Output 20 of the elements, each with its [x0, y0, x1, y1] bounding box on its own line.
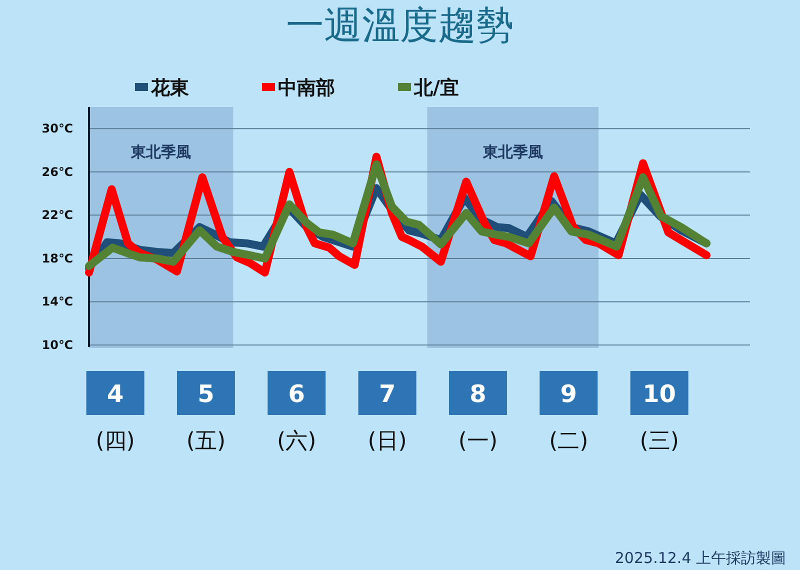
y-tick-label: 18℃: [42, 251, 73, 266]
x-tick-label: 8 (一): [458, 380, 498, 454]
y-tick-label: 30℃: [42, 122, 73, 136]
y-tick-label: 10℃: [42, 338, 73, 352]
x-tick-label: 4 (四): [96, 380, 135, 454]
y-tick-label: 22℃: [42, 208, 73, 222]
text: 2025.12.4 上午採訪製圖: [614, 549, 786, 567]
legend-label: 中南部: [278, 77, 335, 99]
y-tick-label: 26℃: [42, 164, 73, 179]
legend-label: 花東: [150, 77, 190, 99]
chart-title: 一週溫度趨勢: [286, 3, 514, 47]
band-label: 東北季風: [130, 143, 192, 161]
x-tick-label: 5 (五): [186, 380, 226, 454]
x-tick-label: 9 (二): [549, 380, 588, 454]
legend-label: 北/宜: [413, 77, 459, 99]
x-tick-label: 6 (六): [277, 380, 316, 454]
y-tick-label: 14℃: [42, 294, 73, 309]
x-tick-label: 7 (日): [368, 380, 407, 454]
band-label: 東北季風: [482, 143, 543, 161]
x-tick-label: 10 (三): [640, 380, 679, 454]
